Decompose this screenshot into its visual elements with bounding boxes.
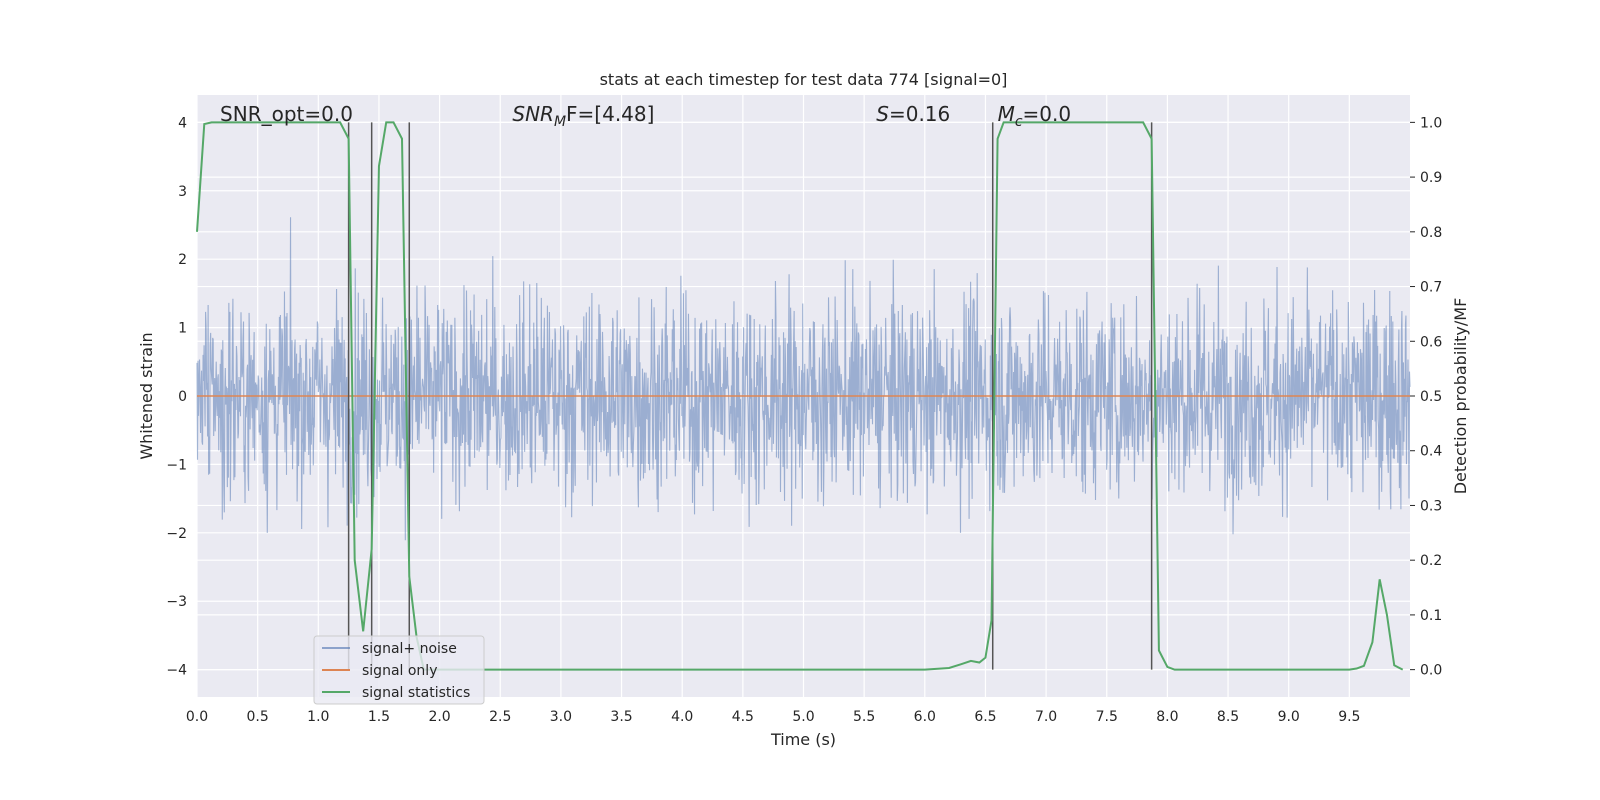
x-axis-label: Time (s) [770,730,836,749]
x-tick-label: 7.0 [1035,709,1057,725]
y-right-tick-label: 0.4 [1420,444,1442,460]
y-right-tick-label: 0.6 [1420,334,1442,350]
x-tick-label: 0.5 [247,709,269,725]
y-tick-label: 3 [178,184,187,200]
s-symbol: S [876,102,889,126]
x-tick-label: 4.0 [671,709,693,725]
snr-opt-annotation: SNR_opt=0.0 [220,102,353,126]
x-tick-label: 0.0 [186,709,208,725]
x-tick-label: 1.5 [368,709,390,725]
x-tick-label: 2.5 [489,709,511,725]
y-tick-label: 2 [178,252,187,268]
legend-box [313,635,485,705]
y-axis-right-label: Detection probability/MF [1451,298,1470,495]
y-right-tick-label: 0.9 [1420,170,1442,186]
x-tick-label: 6.0 [914,709,936,725]
x-tick-label: 4.5 [732,709,754,725]
s-annotation: S=0.16 [876,102,950,126]
y-tick-label: 0 [178,389,187,405]
legend-label-signal-noise: signal+ noise [362,641,457,657]
snr-mf-subscript: M [554,114,566,130]
x-tick-label: 2.0 [428,709,450,725]
mc-subscript: c [1015,114,1023,130]
snr-mf-base: SNR [512,102,554,126]
signal-statistics-series [196,121,1404,671]
mc-value: =0.0 [1023,102,1072,126]
y-right-tick-label: 0.3 [1420,498,1442,514]
y-tick-label: −4 [166,663,187,679]
x-tick-label: 6.5 [974,709,996,725]
x-tick-label: 1.0 [307,709,329,725]
x-tick-label: 5.0 [792,709,814,725]
chart-title: stats at each timestep for test data 774… [600,70,1008,89]
y-tick-label: −1 [166,457,187,473]
y-right-tick-label: 0.5 [1420,389,1442,405]
x-tick-label: 9.0 [1278,709,1300,725]
y-axis-label: Whitened strain [137,332,156,459]
noise-trace [196,217,1411,541]
y-tick-label: 4 [178,115,187,131]
snr-mf-annotation: SNRMF=[4.48] [512,102,654,130]
signal-plus-noise-series [196,217,1411,541]
y-tick-label: −3 [166,594,187,610]
axis-ticks: 0.0 0.5 1.0 1.5 2.0 2.5 3.0 3.5 4.0 4.5 5.0 5.5 6.0 6… [166,115,1442,725]
y-right-tick-label: 0.7 [1420,280,1442,296]
legend-label-signal-statistics: signal statistics [362,685,470,701]
y-right-tick-label: 1.0 [1420,115,1442,131]
x-tick-label: 7.5 [1096,709,1118,725]
y-right-tick-label: 0.8 [1420,225,1442,241]
mc-base: M [998,102,1015,126]
y-tick-label: −2 [166,526,187,542]
x-tick-label: 5.5 [853,709,875,725]
legend: signal+ noise signal only signal statist… [313,635,485,705]
legend-label-signal-only: signal only [362,663,437,679]
x-tick-label: 3.5 [610,709,632,725]
x-tick-label: 9.5 [1338,709,1360,725]
s-value: =0.16 [889,102,950,126]
mc-annotation: Mc=0.0 [998,102,1072,130]
y-tick-label: 1 [178,321,187,337]
y-right-tick-label: 0.1 [1420,608,1442,624]
y-right-tick-label: 0.0 [1420,663,1442,679]
y-right-tick-label: 0.2 [1420,553,1442,569]
snr-mf-value: F=[4.48] [566,102,654,126]
x-tick-label: 8.0 [1156,709,1178,725]
x-tick-label: 8.5 [1217,709,1239,725]
x-tick-label: 3.0 [550,709,572,725]
